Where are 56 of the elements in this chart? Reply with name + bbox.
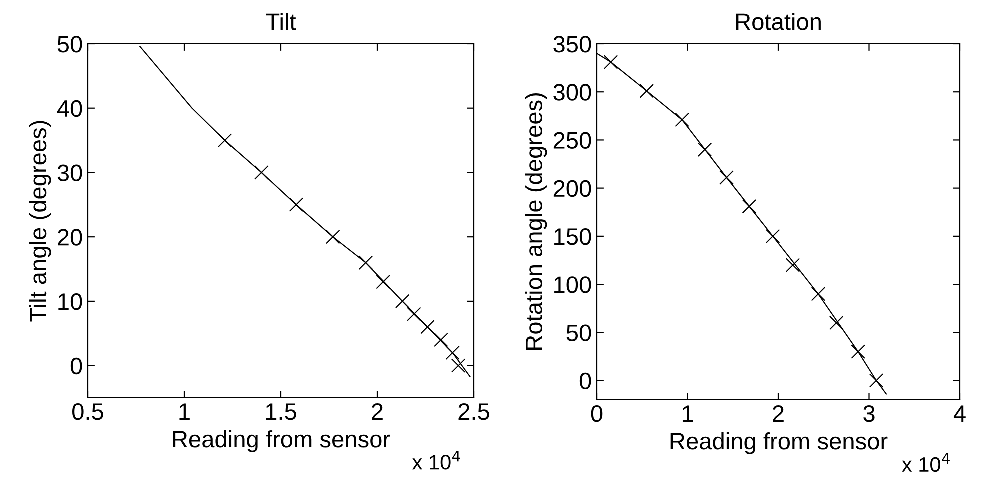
x-tick-label: 1	[682, 406, 694, 422]
point	[254, 166, 269, 180]
point	[289, 198, 304, 212]
y-tick-label: 20	[58, 229, 82, 246]
x-axis-title: Reading from sensor	[670, 432, 888, 454]
x-tick-label: 2	[372, 403, 383, 420]
point	[742, 199, 757, 214]
y-tick-label: 100	[554, 276, 592, 294]
point	[446, 346, 460, 360]
y-tick-label: 10	[58, 294, 82, 310]
y-tick-label: 200	[554, 180, 592, 198]
point	[675, 112, 690, 128]
point	[326, 230, 340, 244]
y-tick-label: 350	[554, 36, 592, 53]
point	[434, 332, 448, 348]
point	[376, 275, 390, 290]
point	[395, 294, 410, 309]
y-tick-label: 30	[58, 164, 82, 182]
point	[720, 170, 734, 185]
point	[829, 316, 844, 330]
point	[358, 256, 374, 270]
x-axis-title: Reading from sensor	[173, 430, 390, 452]
x-tick-label: 1	[180, 404, 190, 420]
y-tick-label: 0	[70, 358, 82, 375]
point	[851, 344, 866, 360]
y-tick-label: 40	[57, 100, 82, 118]
point	[766, 229, 780, 244]
x-tick-label: 4	[954, 406, 966, 422]
x-tick-label: 0.5	[72, 403, 104, 420]
x-tick-label: 0	[591, 405, 603, 422]
y-tick-label: 300	[554, 84, 592, 101]
y-tick-label: 50	[58, 36, 82, 53]
point	[218, 133, 232, 148]
y-tick-label: 150	[554, 228, 592, 246]
x-tick-label: 2.5	[458, 403, 490, 420]
point	[604, 55, 618, 70]
point	[420, 320, 435, 334]
text: x 10$^{4}$	[412, 450, 460, 470]
x-tick-label: 1.5	[266, 404, 296, 420]
point	[451, 358, 466, 373]
y-tick-label: 0	[580, 372, 592, 390]
point	[640, 84, 654, 98]
y-tick-label: 250	[554, 132, 592, 150]
x-tick-label: 3	[864, 405, 875, 422]
chart-title: Rotation	[736, 13, 821, 30]
point	[407, 307, 422, 322]
point	[698, 142, 712, 157]
x-tick-label: 2	[773, 405, 784, 422]
y-axis-title: Tilt angle (degrees)	[29, 121, 52, 322]
text: x 10$^{4}$	[902, 453, 950, 472]
y-tick-label: 50	[566, 324, 592, 342]
y-axis-title: Rotation angle (degrees)	[525, 94, 548, 350]
point	[786, 258, 800, 272]
chart-title: Tilt	[266, 13, 296, 30]
point	[869, 374, 884, 388]
point	[811, 287, 826, 302]
